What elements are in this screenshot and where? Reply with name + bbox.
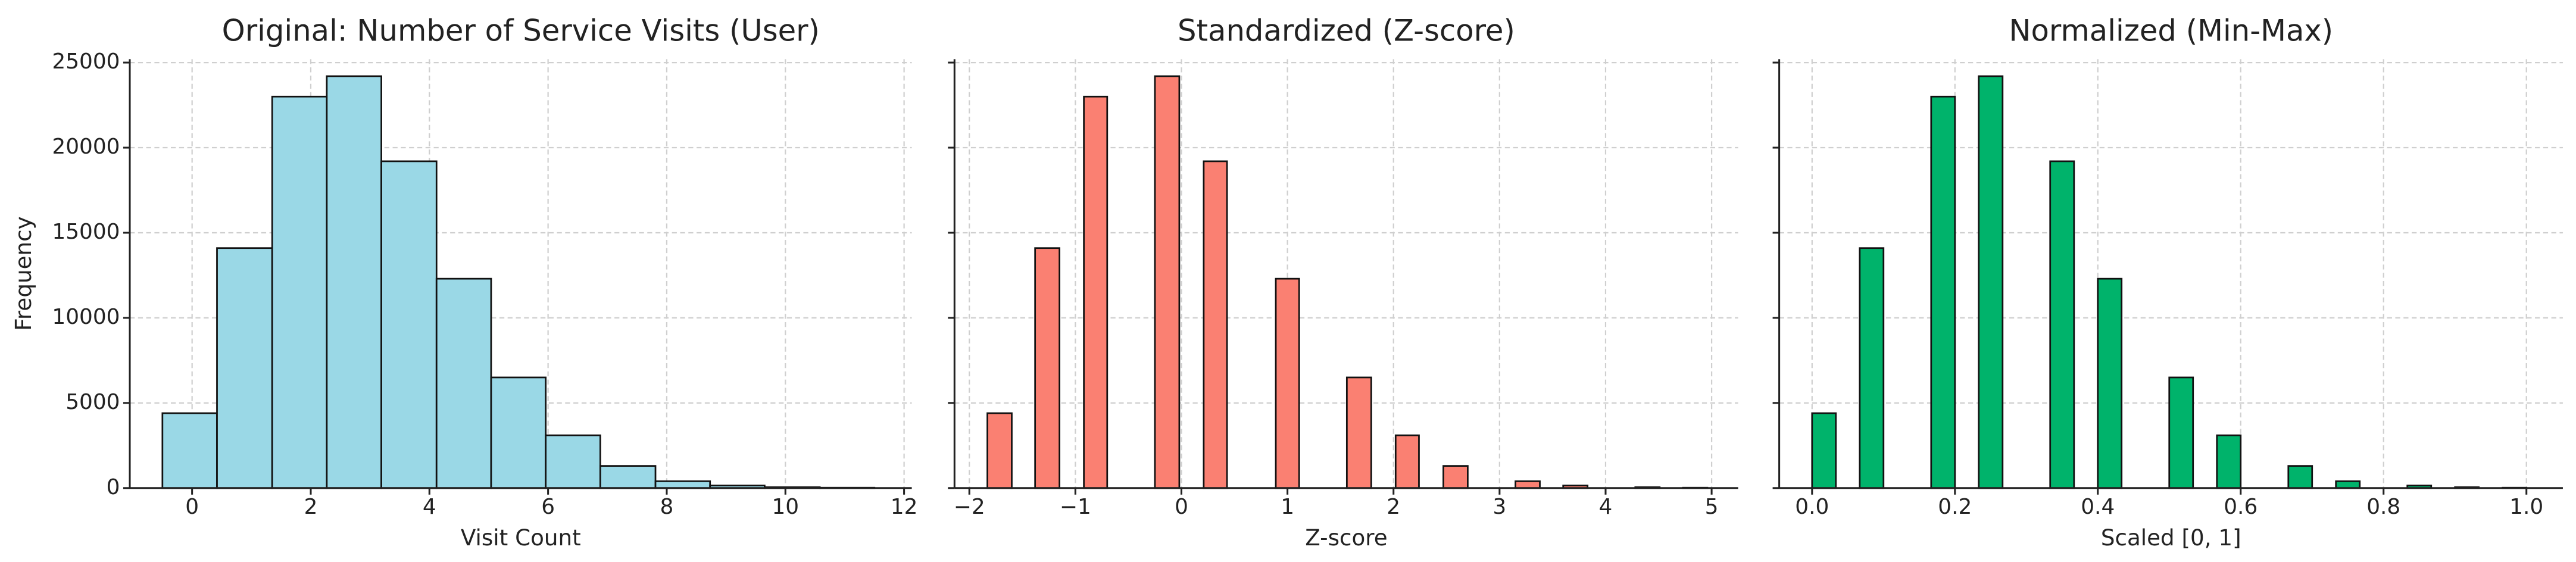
bar [435,277,492,489]
y-axis-label: Frequency [10,216,36,330]
x-tick-label: 0.4 [2081,495,2115,519]
bar [2335,480,2361,489]
bar [1275,277,1300,489]
x-axis-label: Z-score [1305,524,1387,551]
bar [1203,160,1228,489]
bar [2168,376,2194,489]
x-tick-label: 1.0 [2509,495,2543,519]
x-axis-label: Visit Count [461,524,581,551]
bar [654,480,711,489]
x-axis-label: Scaled [0, 1] [2101,524,2241,551]
y-tick-label: 0 [107,475,120,499]
x-tick-label: 6 [541,495,555,519]
bar [1442,465,1469,489]
bar [599,465,657,489]
x-tick-label: 2 [304,495,318,519]
y-tick-label: 10000 [52,305,120,329]
bar [1394,434,1420,489]
x-tick-label: 4 [1599,495,1613,519]
bar [1811,412,1837,489]
bar [2216,434,2242,489]
bar [1978,75,2004,489]
bar [216,247,273,489]
x-tick-label: 5 [1705,495,1719,519]
bar [1345,376,1372,489]
x-tick-label: 4 [423,495,436,519]
bar [271,95,328,489]
x-tick-label: 0 [1175,495,1188,519]
bar [326,75,382,489]
bar [161,412,218,489]
x-tick-label: 12 [891,495,918,519]
x-tick-label: 0.6 [2224,495,2257,519]
bar [1083,95,1109,489]
y-tick-label: 15000 [52,220,120,244]
x-tick-label: 0.0 [1795,495,1829,519]
bar [2287,465,2313,489]
bar [2049,160,2075,489]
y-tick-label: 5000 [65,390,120,414]
chart-title: Normalized (Min-Max) [2009,14,2333,48]
y-tick-label: 20000 [52,135,120,159]
bar [1859,247,1885,489]
x-tick-label: 3 [1492,495,1506,519]
chart-title: Original: Number of Service Visits (User… [222,14,820,48]
bar [545,434,601,489]
chart-title: Standardized (Z-score) [1178,14,1515,48]
x-tick-label: 0.8 [2366,495,2400,519]
x-tick-label: 10 [772,495,799,519]
bar [490,376,547,489]
bar [2097,277,2123,489]
bar [1034,247,1061,489]
x-tick-label: 0 [185,495,199,519]
x-tick-label: 1 [1281,495,1294,519]
x-tick-label: 2 [1387,495,1400,519]
bar [1515,480,1541,489]
x-tick-label: 0.2 [1938,495,1972,519]
bar [1930,95,1956,489]
bar [1154,75,1181,489]
x-tick-label: −2 [954,495,985,519]
x-tick-label: −1 [1060,495,1091,519]
bar [380,160,438,489]
bar [986,412,1013,489]
y-tick-label: 25000 [52,49,120,74]
x-tick-label: 8 [660,495,674,519]
